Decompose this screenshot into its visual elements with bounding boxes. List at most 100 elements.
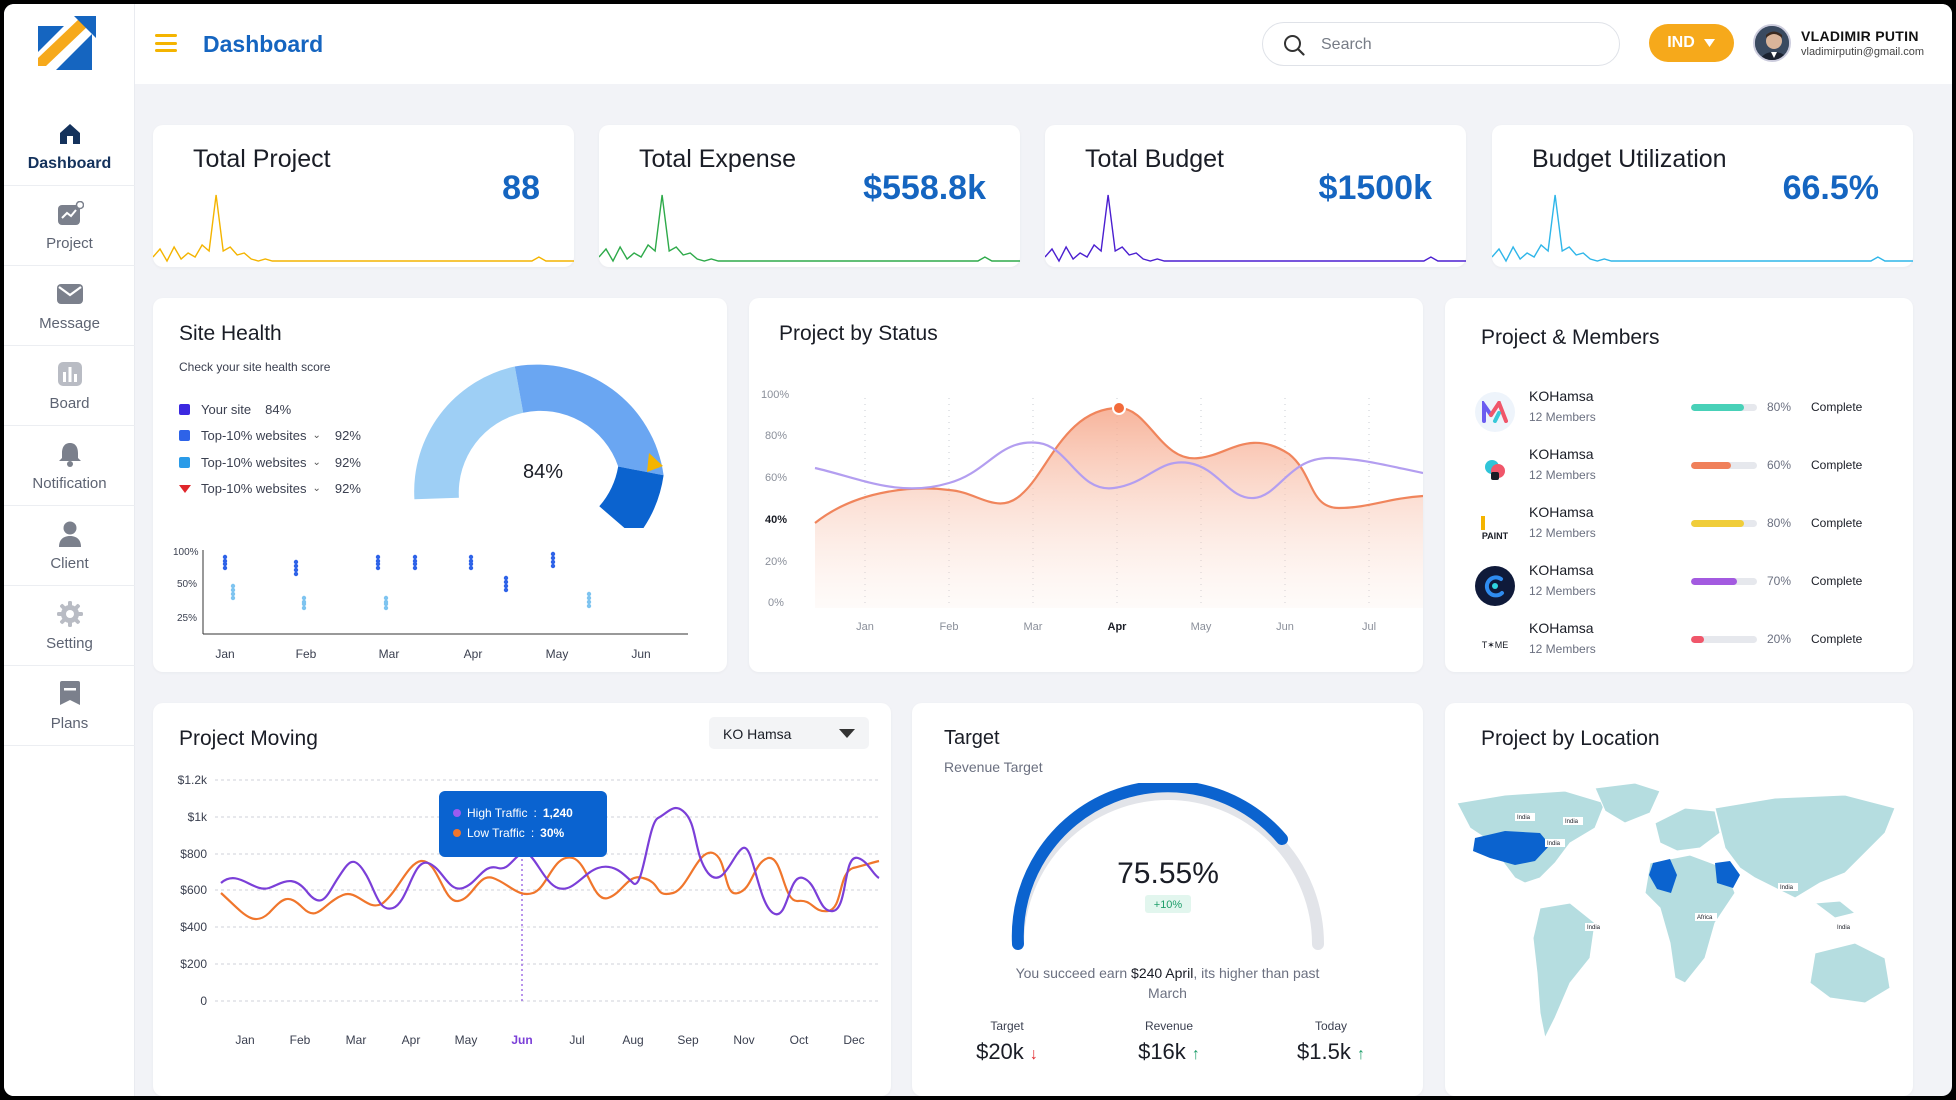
member-row[interactable]: KOHamsa 12 Members 70% Complete: [1475, 560, 1895, 618]
health-dot: [469, 566, 473, 570]
health-dot: [223, 562, 227, 566]
sidebar-item-notification[interactable]: Notification: [4, 426, 135, 506]
progress-percent: 20%: [1767, 632, 1791, 646]
health-dot: [302, 596, 306, 600]
health-dot: [551, 556, 555, 560]
svg-text:May: May: [546, 647, 569, 661]
stat-card-total-budget[interactable]: Total Budget $1500k: [1045, 125, 1466, 267]
site-health-legend: Your site 84% Top-10% websites ⌄ 92% Top-10…: [179, 396, 361, 502]
status-text: Complete: [1811, 458, 1862, 472]
progress-bar: [1691, 520, 1757, 527]
sidebar-item-board[interactable]: Board: [4, 346, 135, 426]
progress-bar: [1691, 636, 1757, 643]
svg-text:Sep: Sep: [677, 1033, 699, 1047]
kpi-today: Today $1.5k ↑: [1276, 1019, 1386, 1065]
member-row[interactable]: PAINT KOHamsa 12 Members 80% Complete: [1475, 502, 1895, 560]
svg-text:May: May: [455, 1033, 478, 1047]
health-dot: [376, 566, 380, 570]
target-message: You succeed earn $240 April, its higher …: [912, 963, 1423, 1003]
project-filter-dropdown[interactable]: KO Hamsa: [709, 717, 869, 749]
stat-card-total-project[interactable]: Total Project 88: [153, 125, 574, 267]
project-status-chart: 100% 80% 60% 40% 20% 0% Jan Feb Mar: [749, 368, 1423, 668]
search-box[interactable]: [1262, 22, 1620, 66]
stat-title: Total Expense: [639, 145, 796, 174]
app-logo[interactable]: [34, 12, 100, 84]
svg-text:Apr: Apr: [464, 647, 483, 661]
health-dot: [504, 580, 508, 584]
health-dot: [294, 568, 298, 572]
sidebar-item-dashboard[interactable]: Dashboard: [4, 106, 135, 186]
member-row[interactable]: KOHamsa 12 Members 80% Complete: [1475, 386, 1895, 444]
kpi-target: Target $20k ↓: [952, 1019, 1062, 1065]
sidebar-nav: Dashboard Project Message Board: [4, 106, 135, 746]
stat-card-budget-utilization[interactable]: Budget Utilization 66.5%: [1492, 125, 1913, 267]
sparkline: [599, 187, 1020, 267]
svg-text:Jun: Jun: [631, 647, 650, 661]
member-row[interactable]: T✶ME KOHamsa 12 Members 20% Complete: [1475, 618, 1895, 676]
arrow-down-icon: ↓: [1030, 1046, 1038, 1063]
sidebar-item-plans[interactable]: Plans: [4, 666, 135, 746]
health-dot: [384, 596, 388, 600]
health-dot: [587, 592, 591, 596]
legend-item[interactable]: Top-10% websites ⌄ 92%: [179, 476, 361, 503]
health-score: 84%: [523, 461, 563, 483]
progress-percent: 80%: [1767, 516, 1791, 530]
member-count: 12 Members: [1529, 642, 1596, 656]
svg-text:50%: 50%: [177, 579, 197, 590]
card-subtitle: Revenue Target: [944, 759, 1043, 775]
member-row[interactable]: KOHamsa 12 Members 60% Complete: [1475, 444, 1895, 502]
legend-item[interactable]: Top-10% websites ⌄ 92%: [179, 423, 361, 450]
member-count: 12 Members: [1529, 410, 1596, 424]
health-dot: [413, 555, 417, 559]
sidebar-item-message[interactable]: Message: [4, 266, 135, 346]
svg-text:Aug: Aug: [622, 1033, 643, 1047]
search-input[interactable]: [1321, 32, 1601, 58]
language-dropdown[interactable]: IND: [1649, 24, 1734, 62]
health-dot: [504, 584, 508, 588]
project-members-card: Project & Members KOHamsa 12 Members 80%…: [1445, 298, 1913, 672]
svg-text:80%: 80%: [765, 430, 787, 442]
user-profile[interactable]: VLADIMIR PUTIN vladimirputin@gmail.com: [1753, 24, 1924, 62]
status-text: Complete: [1811, 574, 1862, 588]
sidebar-item-project[interactable]: Project: [4, 186, 135, 266]
card-title: Target: [944, 727, 1000, 750]
project-logo-icon: [1475, 566, 1515, 606]
health-dot: [587, 600, 591, 604]
svg-text:Apr: Apr: [1108, 621, 1128, 633]
card-title: Site Health: [179, 322, 282, 346]
caret-down-icon: [1703, 38, 1716, 48]
sidebar-item-client[interactable]: Client: [4, 506, 135, 586]
member-count: 12 Members: [1529, 584, 1596, 598]
health-dot: [294, 564, 298, 568]
language-label: IND: [1667, 34, 1695, 52]
svg-text:0%: 0%: [768, 597, 784, 609]
gear-icon: [55, 599, 85, 629]
legend-item[interactable]: Top-10% websites ⌄ 92%: [179, 449, 361, 476]
app-frame: Dashboard Project Message Board: [4, 4, 1952, 1096]
stat-card-total-expense[interactable]: Total Expense $558.8k: [599, 125, 1020, 267]
mail-icon: [55, 279, 85, 309]
svg-text:Mar: Mar: [1024, 621, 1043, 633]
svg-text:25%: 25%: [177, 613, 197, 624]
menu-icon[interactable]: [155, 34, 177, 52]
health-dot: [294, 560, 298, 564]
health-dot: [302, 606, 306, 610]
sidebar-item-setting[interactable]: Setting: [4, 586, 135, 666]
world-map: India India India India Africa India Ind…: [1445, 783, 1913, 1083]
svg-text:India: India: [1565, 819, 1579, 825]
health-dot: [384, 602, 388, 606]
site-health-dot-chart: 100% 50% 25% Jan Feb Mar Apr May Jun: [173, 542, 703, 672]
svg-text:Oct: Oct: [790, 1033, 809, 1047]
user-name: VLADIMIR PUTIN: [1801, 28, 1924, 44]
member-count: 12 Members: [1529, 468, 1596, 482]
project-logo-icon: [1475, 450, 1515, 490]
svg-text:T✶ME: T✶ME: [1482, 640, 1509, 650]
health-dot: [231, 588, 235, 592]
dropdown-value: KO Hamsa: [723, 726, 791, 742]
svg-text:$1k: $1k: [188, 810, 208, 824]
site-health-gauge: 84%: [397, 328, 677, 528]
caret-down-icon: [839, 729, 855, 738]
health-dot: [384, 606, 388, 610]
project-status-card: Project by Status 100% 80% 60% 40% 20% 0…: [749, 298, 1423, 672]
svg-text:Mar: Mar: [379, 647, 400, 661]
